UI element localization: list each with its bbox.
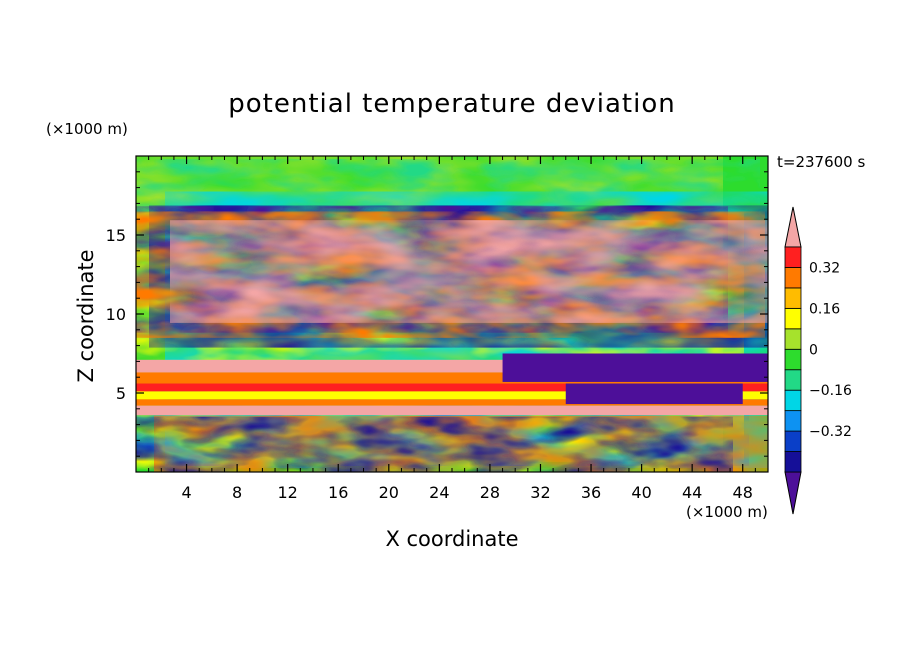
colorbar-tick-label: −0.32 (809, 424, 852, 440)
field-band (136, 405, 768, 416)
time-label: t=237600 s (777, 153, 865, 171)
field-band (136, 391, 768, 400)
y-unit-label: (×1000 m) (46, 120, 128, 138)
x-tick-label: 16 (328, 483, 348, 502)
y-axis-label: Z coordinate (74, 249, 98, 382)
colorbar-swatch (784, 451, 802, 473)
chart-title: potential temperature deviation (228, 89, 675, 119)
colorbar-tick-label: 0.32 (809, 260, 840, 276)
field-band (136, 383, 768, 392)
x-unit-label: (×1000 m) (686, 503, 768, 521)
colorbar-swatch (784, 348, 802, 371)
x-tick-label: 48 (733, 483, 753, 502)
colorbar-swatch (784, 410, 802, 432)
colorbar-extend-min (784, 471, 802, 515)
x-tick-label: 4 (181, 483, 191, 502)
y-tick-label: 5 (116, 384, 126, 403)
x-tick-label: 8 (232, 483, 242, 502)
colorbar-swatch (784, 328, 802, 350)
x-tick-label: 20 (379, 483, 399, 502)
colorbar-tick-label: −0.16 (809, 383, 852, 399)
x-tick-label: 12 (278, 483, 298, 502)
colorbar-swatch (784, 430, 802, 452)
field-layer (170, 220, 768, 323)
field-layer (136, 416, 733, 472)
x-axis: 4 8 12 16 20 24 28 32 36 40 44 48 (148, 156, 756, 502)
contour-field (136, 156, 768, 472)
colorbar-tick-label: 0 (809, 342, 818, 358)
y-axis: 5 10 15 (106, 171, 768, 457)
x-tick-label: 32 (530, 483, 550, 502)
colorbar-swatch (784, 246, 802, 268)
field-band (136, 372, 768, 384)
y-tick-label: 10 (106, 305, 126, 324)
x-tick-label: 36 (581, 483, 601, 502)
colorbar-tick-label: 0.16 (809, 301, 840, 317)
colorbar-swatch (784, 267, 802, 289)
colorbar-extend-max (784, 206, 802, 248)
field-band (565, 383, 743, 405)
colorbar-swatch (784, 307, 802, 330)
field-band (502, 353, 768, 382)
colorbar-swatch (784, 369, 802, 391)
y-tick-label: 15 (106, 226, 126, 245)
x-tick-label: 44 (682, 483, 702, 502)
x-axis-label: X coordinate (385, 527, 518, 551)
colorbar-swatch (784, 287, 802, 309)
colorbar: −0.32 −0.16 0 0.16 0.32 (784, 206, 852, 515)
x-tick-label: 40 (631, 483, 651, 502)
x-tick-label: 28 (480, 483, 500, 502)
field-band (136, 399, 768, 406)
x-tick-label: 24 (429, 483, 449, 502)
colorbar-swatch (784, 389, 802, 412)
